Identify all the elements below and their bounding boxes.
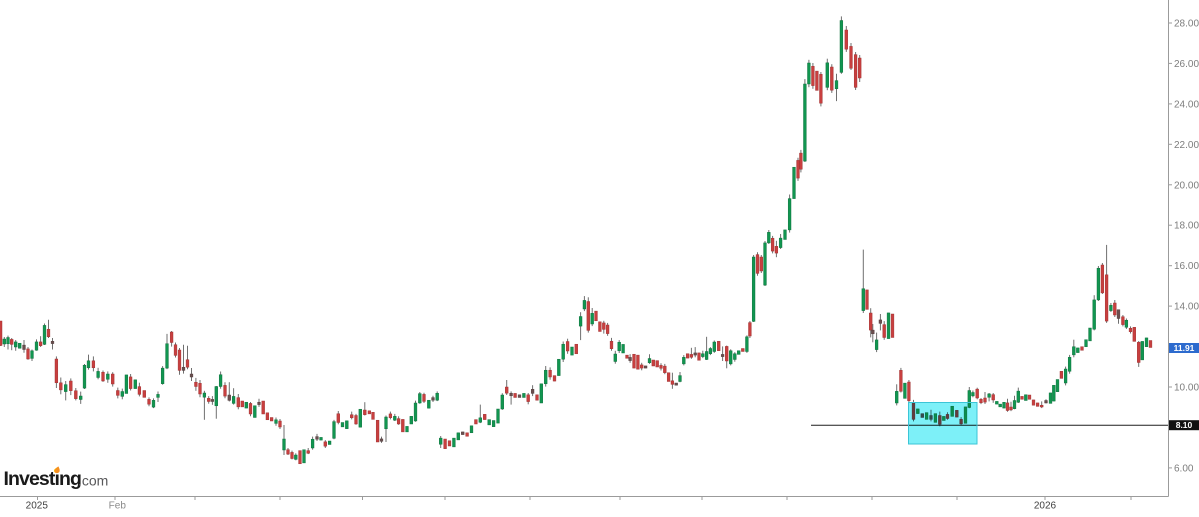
svg-text:16.00: 16.00	[1174, 261, 1199, 272]
svg-text:Investıng: Investıng	[4, 468, 82, 490]
svg-text:6.00: 6.00	[1174, 463, 1194, 474]
svg-text:22.00: 22.00	[1174, 140, 1199, 151]
svg-text:11.91: 11.91	[1174, 343, 1195, 353]
svg-text:Feb: Feb	[109, 501, 127, 512]
svg-text:2025: 2025	[26, 501, 49, 512]
svg-text:26.00: 26.00	[1174, 59, 1199, 70]
svg-text:24.00: 24.00	[1174, 99, 1199, 110]
svg-text:20.00: 20.00	[1174, 180, 1199, 191]
svg-text:.com: .com	[78, 473, 108, 489]
svg-text:8.10: 8.10	[1176, 420, 1193, 430]
svg-text:2026: 2026	[1034, 501, 1057, 512]
svg-text:10.00: 10.00	[1174, 383, 1199, 394]
svg-text:28.00: 28.00	[1174, 19, 1199, 30]
svg-text:18.00: 18.00	[1174, 221, 1199, 232]
svg-text:14.00: 14.00	[1174, 302, 1199, 313]
